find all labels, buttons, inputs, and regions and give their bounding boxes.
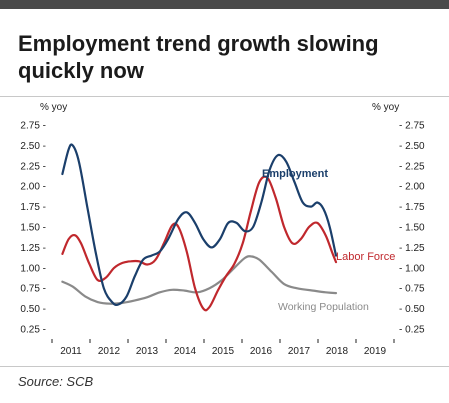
y-tick-right: - 0.25	[399, 325, 425, 336]
y-tick-left: 2.50 -	[20, 141, 46, 152]
x-tick-label: 2015	[212, 346, 235, 357]
axes: 2.75 - - 2.75 2.50 - - 2.50 2.25 - - 2.25 2.00…	[20, 121, 425, 358]
series-line-employment	[61, 143, 338, 307]
bottom-rule	[0, 366, 449, 367]
y-tick-left: 0.50 -	[20, 304, 46, 315]
y-tick-left: 1.50 -	[20, 223, 46, 234]
y-tick-left: 0.25 -	[20, 325, 46, 336]
y-tick-left: 0.75 -	[20, 284, 46, 295]
series-line-working-population	[61, 255, 338, 305]
x-tick-label: 2017	[288, 346, 311, 357]
left-unit-label: % yoy	[40, 102, 67, 113]
y-tick-right: - 0.75	[399, 284, 425, 295]
y-tick-right: - 2.50	[399, 141, 425, 152]
right-unit-label: % yoy	[372, 102, 399, 113]
chart-title: Employment trend growth slowing quickly …	[18, 31, 379, 83]
source-note: Source: SCB	[18, 374, 94, 389]
y-tick-right: - 1.75	[399, 202, 425, 213]
x-tick-label: 2019	[364, 346, 387, 357]
x-tick-label: 2014	[174, 346, 197, 357]
y-tick-left: 1.25 -	[20, 243, 46, 254]
series-label-labor-force: Labor Force	[336, 251, 395, 263]
y-tick-left: 1.75 -	[20, 202, 46, 213]
series-label-employment: Employment	[262, 168, 328, 180]
x-tick-label: 2018	[326, 346, 349, 357]
series-label-working-population: Working Population	[278, 301, 369, 313]
y-tick-right: - 0.50	[399, 304, 425, 315]
y-tick-right: - 2.00	[399, 182, 425, 193]
series-lines	[61, 143, 338, 312]
x-tick-label: 2013	[136, 346, 159, 357]
y-tick-left: 2.25 -	[20, 161, 46, 172]
x-tick-label: 2011	[60, 346, 82, 357]
y-tick-right: - 1.25	[399, 243, 425, 254]
line-chart: % yoy % yoy 2.75 - - 2.75 2.50 - - 2.50 2.25…	[20, 102, 425, 358]
series-line-labor-force	[61, 175, 338, 312]
y-tick-right: - 1.00	[399, 263, 425, 274]
y-tick-left: 2.00 -	[20, 182, 46, 193]
y-tick-left: 1.00 -	[20, 263, 46, 274]
y-tick-left: 2.75 -	[20, 121, 46, 132]
y-tick-right: - 2.75	[399, 121, 425, 132]
top-rule	[0, 96, 449, 97]
x-tick-label: 2012	[98, 346, 121, 357]
y-tick-right: - 1.50	[399, 223, 425, 234]
top-bar	[0, 0, 449, 9]
x-tick-label: 2016	[250, 346, 273, 357]
y-tick-right: - 2.25	[399, 161, 425, 172]
